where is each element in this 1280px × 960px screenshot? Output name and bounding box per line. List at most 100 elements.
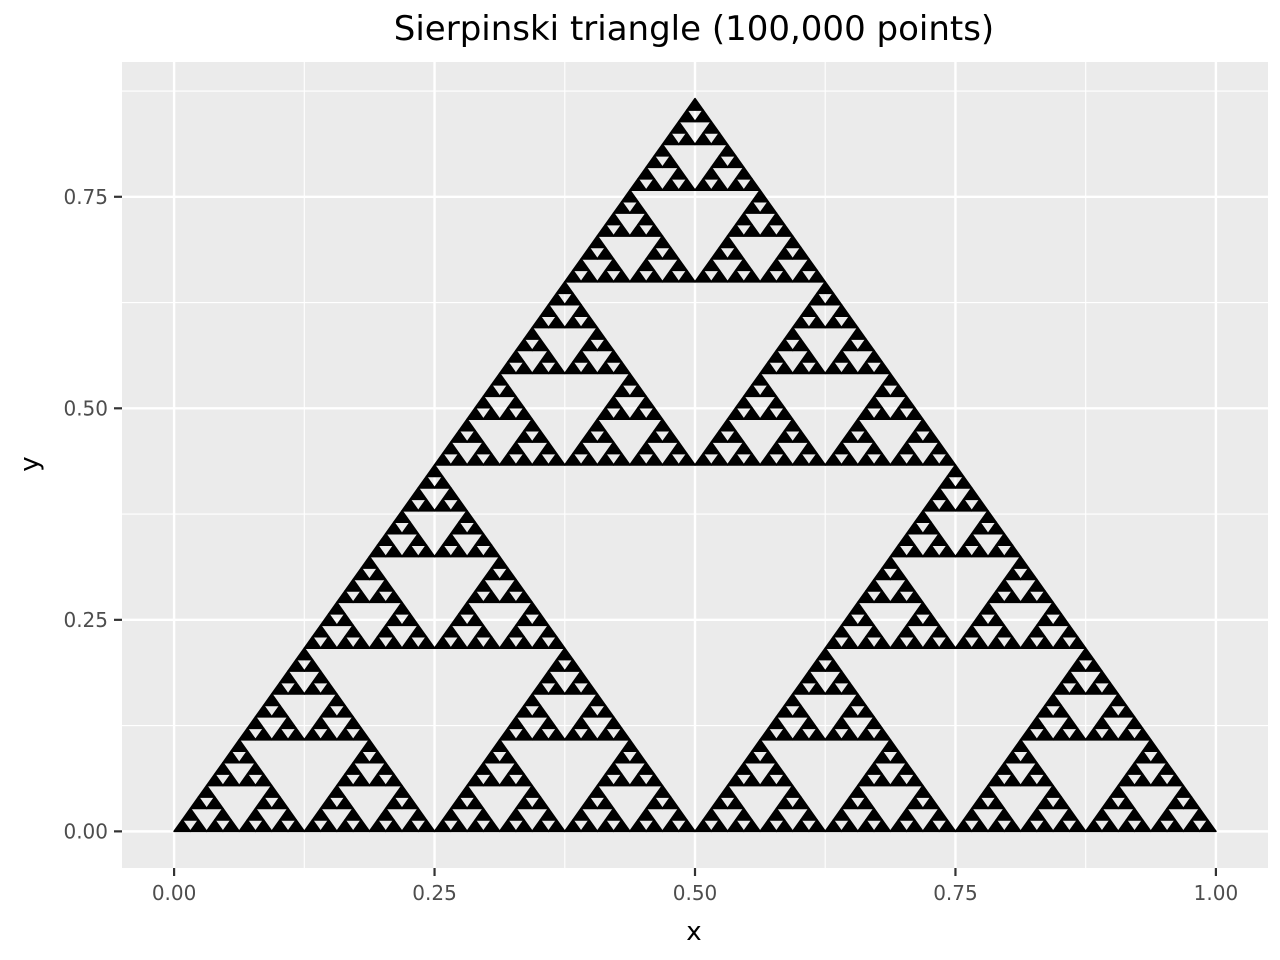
scatter-point-cluster xyxy=(523,601,542,615)
scatter-point-cluster xyxy=(987,613,1006,627)
scatter-point-cluster xyxy=(563,269,582,283)
scatter-point-cluster xyxy=(987,635,1006,649)
scatter-point-cluster xyxy=(612,384,631,398)
scatter-point-cluster xyxy=(848,784,867,798)
scatter-point-cluster xyxy=(254,773,273,787)
scatter-point-cluster xyxy=(1003,544,1022,558)
scatter-point-cluster xyxy=(808,681,827,695)
scatter-point-cluster xyxy=(1133,727,1152,741)
scatter-point-cluster xyxy=(384,635,403,649)
scatter-point-cluster xyxy=(791,315,810,329)
scatter-point-cluster xyxy=(474,441,493,455)
scatter-point-cluster xyxy=(856,704,875,718)
scatter-point-cluster xyxy=(1068,635,1087,649)
scatter-point-cluster xyxy=(905,773,924,787)
scatter-point-cluster xyxy=(531,819,550,833)
scatter-point-cluster xyxy=(384,590,403,604)
scatter-point-cluster xyxy=(596,773,615,787)
scatter-point-cluster xyxy=(1003,819,1022,833)
scatter-point-cluster xyxy=(555,647,574,661)
scatter-point-cluster xyxy=(889,819,908,833)
scatter-point-cluster xyxy=(401,796,420,810)
scatter-point-cluster xyxy=(800,807,818,821)
scatter-point-cluster xyxy=(474,761,493,775)
scatter-point-cluster xyxy=(222,750,241,764)
scatter-point-cluster xyxy=(1003,567,1022,581)
scatter-point-cluster xyxy=(555,281,574,295)
scatter-point-cluster xyxy=(759,384,778,398)
scatter-point-cluster xyxy=(596,406,615,421)
scatter-point-cluster xyxy=(979,784,997,798)
scatter-point-cluster xyxy=(1011,555,1030,569)
scatter-point-cluster xyxy=(1011,738,1030,753)
scatter-point-cluster xyxy=(1093,670,1111,684)
scatter-point-cluster xyxy=(767,349,786,363)
scatter-point-cluster xyxy=(694,452,713,466)
scatter-point-cluster xyxy=(629,750,647,764)
scatter-point-cluster xyxy=(897,624,916,638)
scatter-point-cluster xyxy=(523,418,542,432)
scatter-point-cluster xyxy=(694,269,713,283)
scatter-point-cluster xyxy=(213,807,232,821)
scatter-point-cluster xyxy=(270,681,289,695)
scatter-point-cluster xyxy=(270,727,289,741)
scatter-point-cluster xyxy=(629,223,647,237)
x-tick-label: 0.50 xyxy=(673,881,718,905)
scatter-point-cluster xyxy=(677,452,696,466)
scatter-point-cluster xyxy=(710,429,729,443)
scatter-point-cluster xyxy=(417,819,436,833)
scatter-point-cluster xyxy=(336,590,354,604)
scatter-point-cluster xyxy=(637,258,656,272)
scatter-point-cluster xyxy=(1149,819,1168,833)
scatter-point-cluster xyxy=(352,819,371,833)
scatter-point-cluster xyxy=(563,315,582,329)
scatter-point-cluster xyxy=(629,406,647,421)
scatter-point-cluster xyxy=(466,406,485,421)
scatter-point-cluster xyxy=(669,258,688,272)
scatter-point-cluster xyxy=(783,418,802,432)
scatter-point-cluster xyxy=(905,590,924,604)
scatter-point-cluster xyxy=(393,601,411,615)
scatter-point-cluster xyxy=(344,807,363,821)
scatter-point-cluster xyxy=(604,395,623,409)
scatter-point-cluster xyxy=(498,819,517,833)
scatter-point-cluster xyxy=(791,796,810,810)
scatter-point-cluster xyxy=(458,418,477,432)
scatter-point-cluster xyxy=(604,761,623,775)
scatter-point-cluster xyxy=(856,796,875,810)
scatter-point-cluster xyxy=(563,681,582,695)
scatter-point-cluster xyxy=(433,635,452,649)
scatter-point-cluster xyxy=(1101,704,1120,718)
scatter-point-cluster xyxy=(303,681,322,695)
scatter-point-cluster xyxy=(970,819,989,833)
scatter-point-cluster xyxy=(661,796,680,810)
scatter-point-cluster xyxy=(800,441,818,455)
scatter-point-cluster xyxy=(905,406,924,421)
scatter-point-cluster xyxy=(563,819,582,833)
scatter-point-cluster xyxy=(441,532,460,546)
scatter-point-cluster xyxy=(450,521,468,535)
scatter-point-cluster xyxy=(889,544,908,558)
scatter-point-cluster xyxy=(694,109,713,123)
scatter-point-cluster xyxy=(840,338,859,352)
scatter-point-cluster xyxy=(384,544,403,558)
scatter-point-cluster xyxy=(401,498,420,512)
scatter-point-cluster xyxy=(1060,670,1079,684)
scatter-point-cluster xyxy=(743,406,761,421)
scatter-point-cluster xyxy=(238,773,257,787)
scatter-point-cluster xyxy=(970,613,989,627)
scatter-point-cluster xyxy=(612,773,631,787)
scatter-point-cluster xyxy=(604,349,623,363)
scatter-point-cluster xyxy=(327,784,346,798)
scatter-point-cluster xyxy=(743,223,761,237)
scatter-point-cluster xyxy=(767,716,786,730)
scatter-point-cluster xyxy=(873,590,892,604)
scatter-point-cluster xyxy=(498,384,517,398)
scatter-point-cluster xyxy=(498,406,517,421)
scatter-point-cluster xyxy=(743,773,761,787)
scatter-point-cluster xyxy=(743,384,761,398)
scatter-point-cluster xyxy=(816,647,835,661)
scatter-point-cluster xyxy=(718,235,737,249)
scatter-point-cluster xyxy=(539,441,558,455)
scatter-point-cluster xyxy=(466,819,485,833)
